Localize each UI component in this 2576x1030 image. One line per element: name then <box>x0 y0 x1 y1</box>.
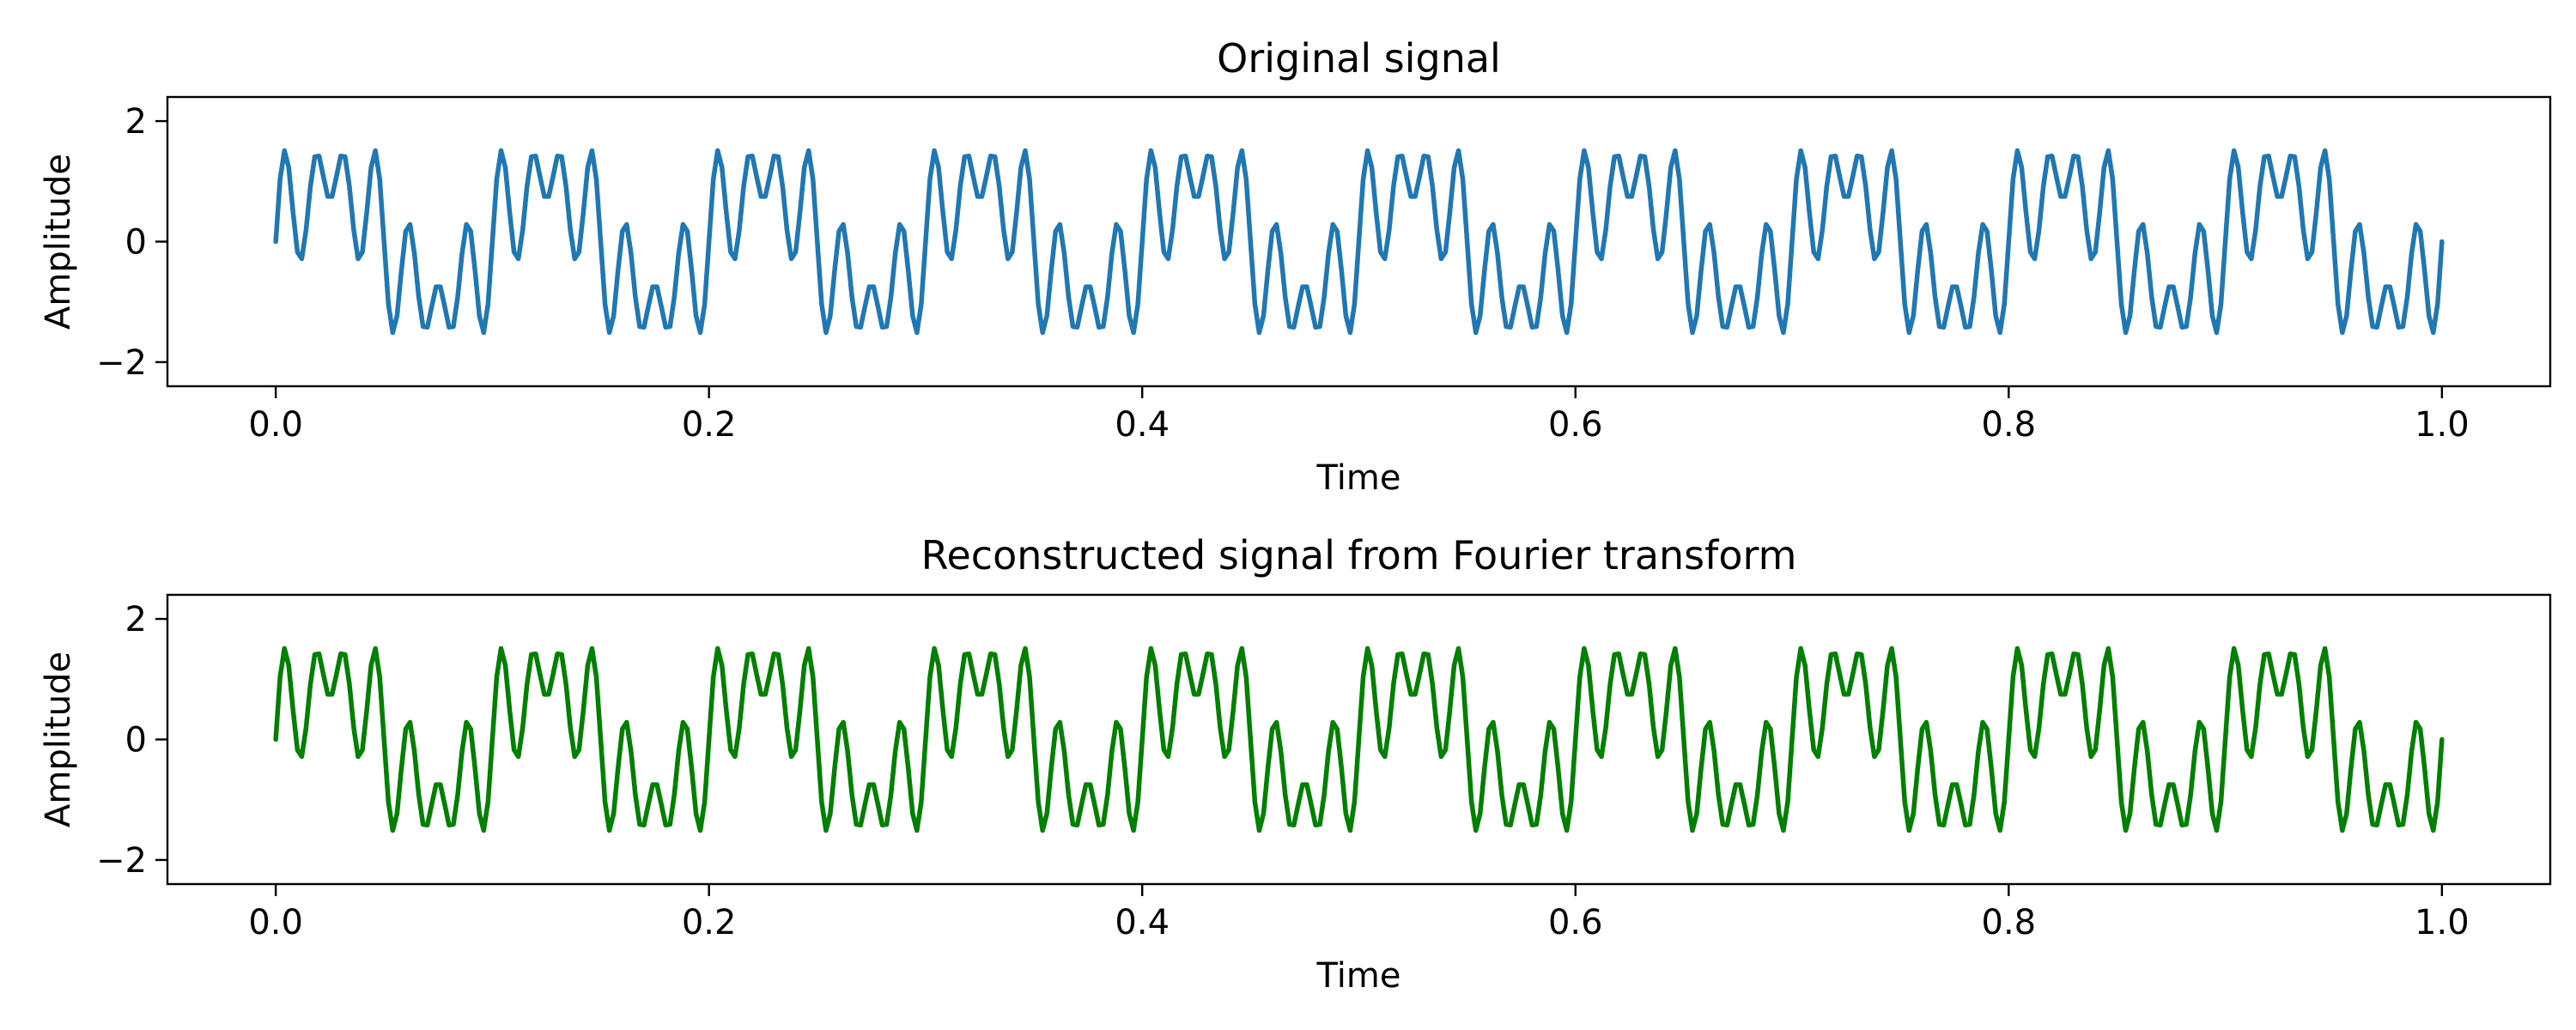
x-axis-label: Time <box>1316 956 1401 996</box>
y-axis-label: Amplitude <box>39 651 78 827</box>
x-tick-label: 0.8 <box>1982 903 2037 942</box>
axis-ticks: 0.0 0.2 0.4 0.6 0.8 1.0 −2 0 2 <box>96 600 2470 942</box>
x-tick-label: 0.8 <box>1982 405 2037 445</box>
original-signal-line <box>273 148 2445 336</box>
chart-title: Original signal <box>1217 35 1501 82</box>
axes-frame <box>166 95 2552 388</box>
x-tick-label: 0.2 <box>682 405 737 445</box>
x-tick-label: 0.4 <box>1115 903 1170 942</box>
y-tick-label: −2 <box>96 343 147 383</box>
x-tick-label: 0.0 <box>248 405 303 445</box>
reconstructed-signal-panel: Reconstructed signal from Fourier transf… <box>39 532 2552 996</box>
x-tick-label: 0.4 <box>1115 405 1170 445</box>
chart-title: Reconstructed signal from Fourier transf… <box>921 532 1797 579</box>
y-axis-label: Amplitude <box>39 154 78 330</box>
original-signal-panel: Original signal Time Amplitude 0.0 0.2 0.4… <box>39 35 2552 498</box>
y-tick-label: 0 <box>125 721 147 760</box>
axis-ticks: 0.0 0.2 0.4 0.6 0.8 1.0 −2 0 2 <box>96 102 2470 445</box>
x-tick-label: 0.0 <box>248 903 303 942</box>
axes-frame <box>166 593 2552 886</box>
y-tick-label: 2 <box>125 600 147 639</box>
y-tick-label: 0 <box>125 223 147 263</box>
x-tick-label: 1.0 <box>2415 405 2470 445</box>
reconstructed-signal-line <box>273 645 2445 833</box>
x-tick-label: 1.0 <box>2415 903 2470 942</box>
x-tick-label: 0.2 <box>682 903 737 942</box>
x-tick-label: 0.6 <box>1548 405 1603 445</box>
x-axis-label: Time <box>1316 458 1401 498</box>
y-tick-label: −2 <box>96 841 147 881</box>
x-tick-label: 0.6 <box>1548 903 1603 942</box>
y-tick-label: 2 <box>125 102 147 142</box>
